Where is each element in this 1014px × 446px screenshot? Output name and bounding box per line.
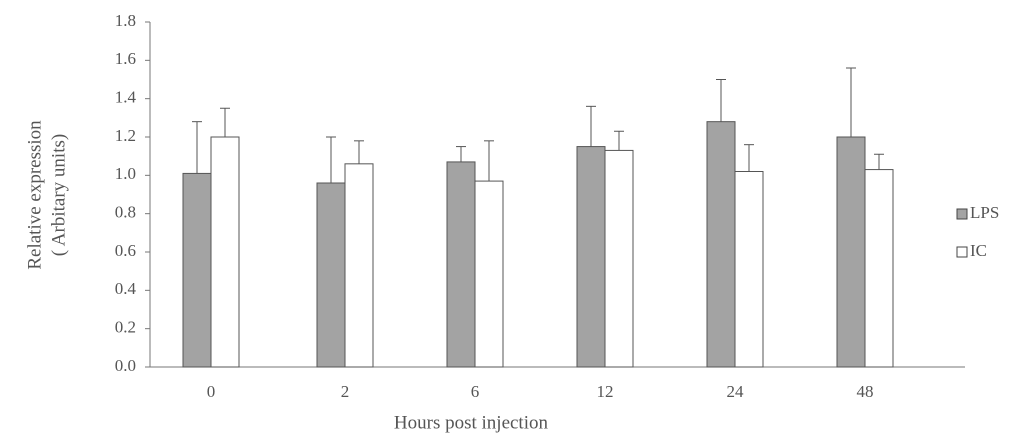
x-tick-label: 6: [471, 382, 480, 401]
error-bar: [192, 121, 202, 174]
x-tick-label: 2: [341, 382, 350, 401]
error-bar: [220, 107, 230, 137]
bar: [474, 180, 504, 368]
y-tick-label: 0.6: [115, 241, 136, 260]
y-axis-label: ( Arbitary units): [48, 134, 69, 256]
y-tick-label: 1.4: [115, 88, 137, 107]
y-tick-label: 1.0: [115, 164, 136, 183]
error-bar: [846, 67, 856, 137]
error-bar: [744, 144, 754, 172]
bar: [734, 171, 764, 368]
legend-label: LPS: [970, 203, 999, 222]
y-tick-label: 1.6: [115, 49, 136, 68]
error-bar: [874, 153, 884, 170]
error-bar: [326, 136, 336, 183]
bar: [706, 121, 736, 368]
y-tick-label: 1.8: [115, 11, 136, 30]
legend-swatch: [956, 246, 968, 258]
y-tick-label: 0.8: [115, 203, 136, 222]
y-axis-label: Relative expression: [24, 120, 45, 270]
x-tick-label: 48: [857, 382, 874, 401]
x-tick-label: 24: [727, 382, 745, 401]
error-bar: [586, 105, 596, 147]
bar: [864, 169, 894, 368]
bar: [210, 136, 240, 368]
bar: [576, 146, 606, 368]
legend-label: IC: [970, 241, 987, 260]
y-tick-label: 0.4: [115, 279, 137, 298]
y-tick-label: 0.2: [115, 318, 136, 337]
error-bar: [354, 140, 364, 164]
x-tick-label: 12: [597, 382, 614, 401]
bar: [316, 182, 346, 368]
error-bar: [456, 146, 466, 162]
y-tick-label: 0.0: [115, 356, 136, 375]
x-axis-label: Hours post injection: [394, 412, 549, 433]
bar: [446, 161, 476, 368]
bar: [604, 149, 634, 368]
error-bar: [716, 79, 726, 122]
error-bar: [484, 140, 494, 182]
bar: [836, 136, 866, 368]
bar: [182, 172, 212, 368]
x-tick-label: 0: [207, 382, 216, 401]
legend-swatch: [956, 208, 968, 220]
error-bar: [614, 130, 624, 151]
bar: [344, 163, 374, 368]
y-tick-label: 1.2: [115, 126, 136, 145]
